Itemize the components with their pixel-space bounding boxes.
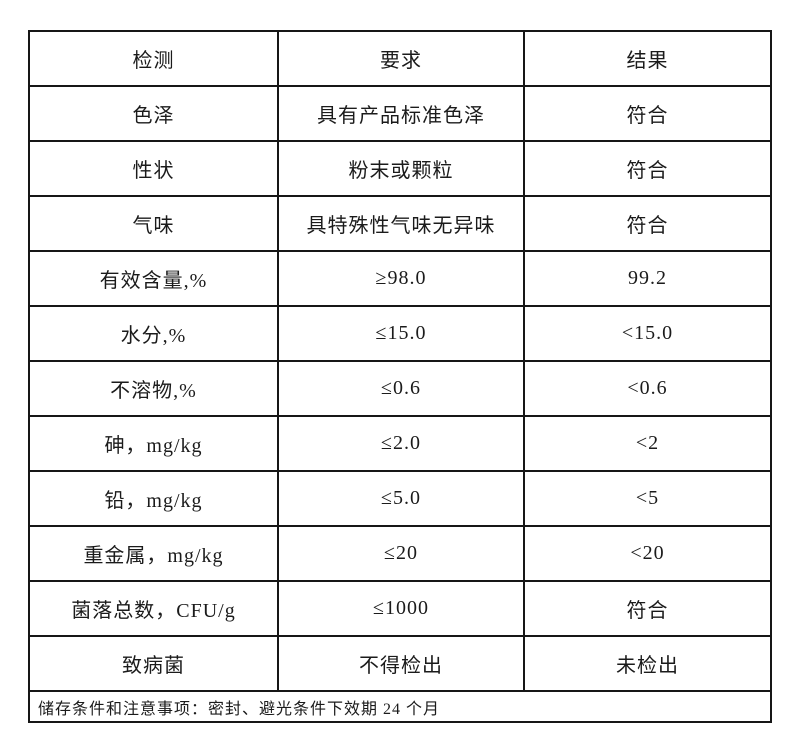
test-item-cell: 色泽 (28, 85, 279, 142)
result-cell: <2 (523, 415, 772, 472)
column-header-result: 结果 (523, 30, 772, 87)
requirement-cell: ≥98.0 (277, 250, 525, 307)
result-cell: 未检出 (523, 635, 772, 692)
table-row: 铅，mg/kg ≤5.0 <5 (28, 470, 772, 527)
test-item-cell: 气味 (28, 195, 279, 252)
requirement-cell: 粉末或颗粒 (277, 140, 525, 197)
result-cell: <15.0 (523, 305, 772, 362)
table-row: 水分,% ≤15.0 <15.0 (28, 305, 772, 362)
table-footer-row: 储存条件和注意事项：密封、避光条件下效期 24 个月 (28, 690, 772, 723)
table-row: 性状 粉末或颗粒 符合 (28, 140, 772, 197)
inspection-table: 检测 要求 结果 色泽 具有产品标准色泽 符合 性状 粉末或颗粒 符合 气味 具… (28, 30, 772, 723)
column-header-test: 检测 (28, 30, 279, 87)
requirement-cell: ≤5.0 (277, 470, 525, 527)
table-row: 菌落总数，CFU/g ≤1000 符合 (28, 580, 772, 637)
test-item-cell: 致病菌 (28, 635, 279, 692)
result-cell: <5 (523, 470, 772, 527)
table-header-row: 检测 要求 结果 (28, 30, 772, 87)
test-item-cell: 性状 (28, 140, 279, 197)
result-cell: <20 (523, 525, 772, 582)
result-cell: <0.6 (523, 360, 772, 417)
result-cell: 符合 (523, 85, 772, 142)
table-row: 重金属，mg/kg ≤20 <20 (28, 525, 772, 582)
test-item-cell: 不溶物,% (28, 360, 279, 417)
test-item-cell: 重金属，mg/kg (28, 525, 279, 582)
table-row: 色泽 具有产品标准色泽 符合 (28, 85, 772, 142)
test-item-cell: 有效含量,% (28, 250, 279, 307)
requirement-cell: ≤0.6 (277, 360, 525, 417)
requirement-cell: 具特殊性气味无异味 (277, 195, 525, 252)
table-row: 砷，mg/kg ≤2.0 <2 (28, 415, 772, 472)
requirement-cell: ≤1000 (277, 580, 525, 637)
requirement-cell: ≤15.0 (277, 305, 525, 362)
table-row: 气味 具特殊性气味无异味 符合 (28, 195, 772, 252)
test-item-cell: 砷，mg/kg (28, 415, 279, 472)
result-cell: 99.2 (523, 250, 772, 307)
table-row: 不溶物,% ≤0.6 <0.6 (28, 360, 772, 417)
table-row: 致病菌 不得检出 未检出 (28, 635, 772, 692)
test-item-cell: 菌落总数，CFU/g (28, 580, 279, 637)
result-cell: 符合 (523, 140, 772, 197)
table-row: 有效含量,% ≥98.0 99.2 (28, 250, 772, 307)
column-header-requirement: 要求 (277, 30, 525, 87)
result-cell: 符合 (523, 195, 772, 252)
test-item-cell: 水分,% (28, 305, 279, 362)
requirement-cell: 不得检出 (277, 635, 525, 692)
requirement-cell: 具有产品标准色泽 (277, 85, 525, 142)
requirement-cell: ≤2.0 (277, 415, 525, 472)
storage-note: 储存条件和注意事项：密封、避光条件下效期 24 个月 (28, 690, 772, 723)
test-item-cell: 铅，mg/kg (28, 470, 279, 527)
requirement-cell: ≤20 (277, 525, 525, 582)
result-cell: 符合 (523, 580, 772, 637)
